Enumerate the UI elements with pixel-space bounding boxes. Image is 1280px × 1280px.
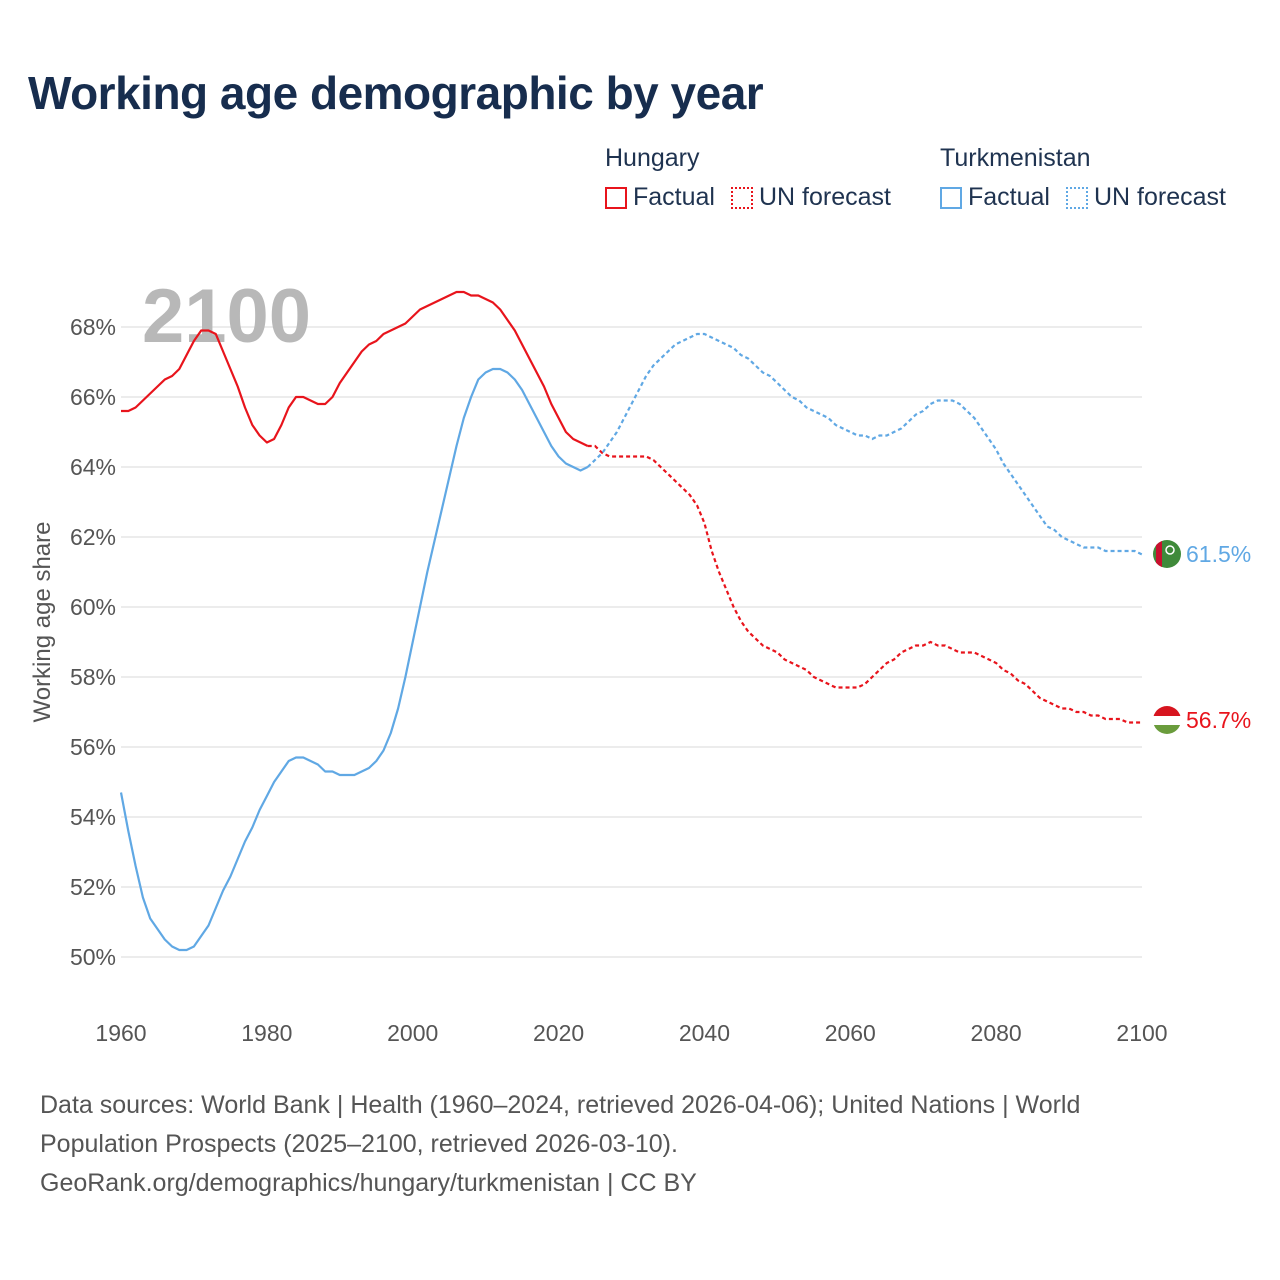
legend-swatch-hungary-forecast bbox=[730, 186, 753, 209]
x-tick-label-2020: 2020 bbox=[533, 1020, 584, 1046]
series-line-turkmenistan-factual bbox=[119, 367, 589, 952]
y-axis-title: Working age share bbox=[29, 522, 56, 723]
y-tick-label-64: 64% bbox=[70, 454, 116, 480]
y-tick-label-56: 56% bbox=[70, 734, 116, 760]
turkmenistan-flag-icon bbox=[1153, 540, 1181, 568]
y-tick-label-54: 54% bbox=[70, 804, 116, 830]
x-tick-label-1960: 1960 bbox=[95, 1020, 146, 1046]
x-tick-label-2060: 2060 bbox=[825, 1020, 876, 1046]
legend-label-hungary-forecast: UN forecast bbox=[758, 183, 891, 211]
x-tick-label-2040: 2040 bbox=[679, 1020, 730, 1046]
y-axis-ticks: 50% 52% 54% 56% 58% 60% 62% 64% 66% 68% bbox=[70, 314, 116, 970]
y-tick-label-66: 66% bbox=[70, 384, 116, 410]
y-tick-label-50: 50% bbox=[70, 944, 116, 970]
grid-lines bbox=[121, 326, 1142, 958]
legend-item-hungary-factual[interactable]: Factual bbox=[605, 183, 715, 212]
series-line-hungary-forecast bbox=[587, 444, 1142, 724]
y-tick-label-62: 62% bbox=[70, 524, 116, 550]
legend-item-hungary-forecast[interactable]: UN forecast bbox=[730, 183, 891, 212]
hungary-flag-icon bbox=[1153, 706, 1181, 734]
y-tick-label-52: 52% bbox=[70, 874, 116, 900]
series-line-turkmenistan-forecast bbox=[586, 332, 1143, 556]
legend-label-turkmenistan-forecast: UN forecast bbox=[1093, 183, 1226, 211]
legend-swatch-turkmenistan-factual bbox=[940, 186, 962, 209]
footer-sources-line2: Population Prospects (2025–2100, retriev… bbox=[40, 1130, 678, 1158]
legend-swatch-turkmenistan-forecast bbox=[1065, 186, 1088, 209]
chart-title: Working age demographic by year bbox=[28, 67, 764, 119]
x-tick-label-2100: 2100 bbox=[1116, 1020, 1167, 1046]
footer-attribution: GeoRank.org/demographics/hungary/turkmen… bbox=[40, 1169, 697, 1197]
footer-sources-line1: Data sources: World Bank | Health (1960–… bbox=[40, 1091, 1081, 1119]
end-label-turkmenistan: 61.5% bbox=[1186, 541, 1251, 567]
series-layer bbox=[119, 290, 1143, 952]
legend-swatch-hungary-factual bbox=[605, 186, 627, 209]
x-tick-label-2080: 2080 bbox=[971, 1020, 1022, 1046]
y-tick-label-68: 68% bbox=[70, 314, 116, 340]
y-tick-label-60: 60% bbox=[70, 594, 116, 620]
x-axis-ticks: 1960 1980 2000 2020 2040 2060 2080 2100 bbox=[95, 1020, 1167, 1046]
legend-item-turkmenistan-forecast[interactable]: UN forecast bbox=[1065, 183, 1226, 212]
legend-label-turkmenistan-factual: Factual bbox=[968, 183, 1050, 211]
x-tick-label-2000: 2000 bbox=[387, 1020, 438, 1046]
legend-item-turkmenistan-factual[interactable]: Factual bbox=[940, 183, 1050, 212]
end-label-hungary: 56.7% bbox=[1186, 707, 1251, 733]
year-overlay: 2100 bbox=[142, 274, 311, 359]
legend-group-hungary: Hungary Factual UN forecast bbox=[605, 144, 907, 212]
legend-group-turkmenistan: Turkmenistan Factual UN forecast bbox=[940, 144, 1242, 212]
legend-label-hungary-factual: Factual bbox=[633, 183, 715, 211]
series-line-hungary-factual bbox=[121, 290, 589, 447]
x-tick-label-1980: 1980 bbox=[241, 1020, 292, 1046]
y-tick-label-58: 58% bbox=[70, 664, 116, 690]
footer: Data sources: World Bank | Health (1960–… bbox=[40, 1086, 1240, 1203]
legend-country-hungary: Hungary bbox=[605, 144, 700, 172]
legend-country-turkmenistan: Turkmenistan bbox=[940, 144, 1091, 172]
